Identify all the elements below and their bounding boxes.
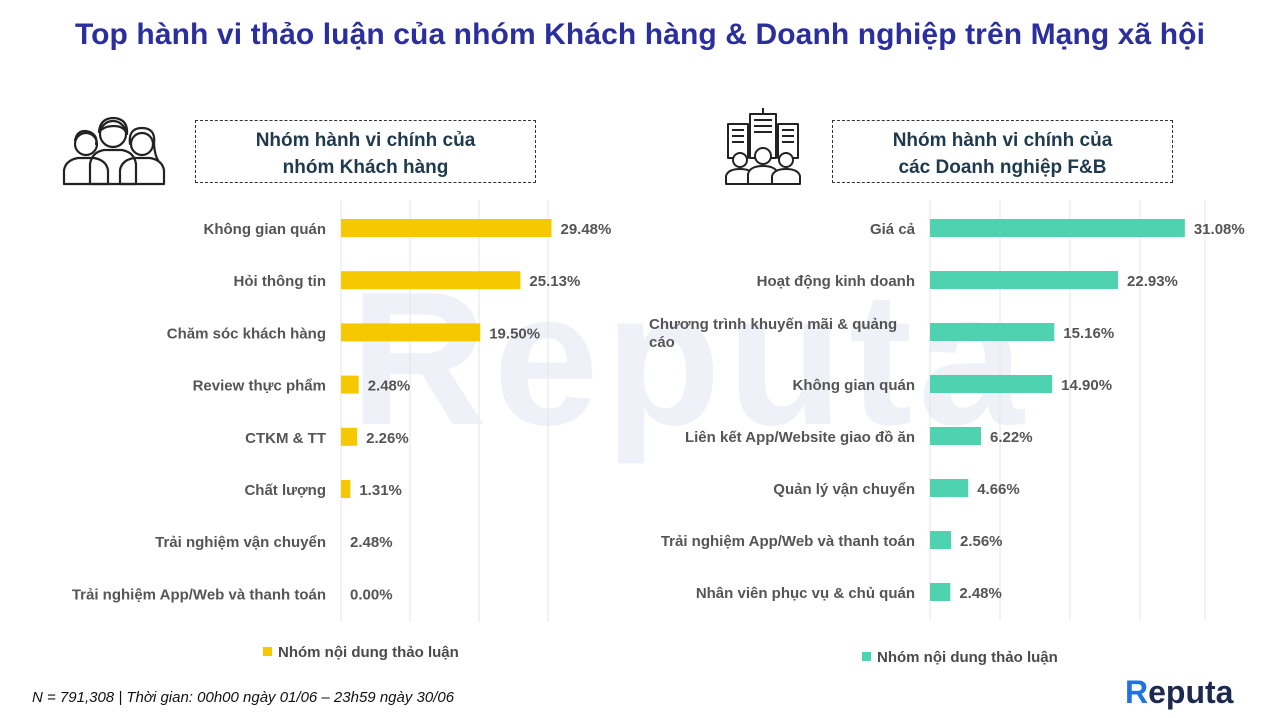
- customer-category-label: CTKM & TT: [245, 430, 326, 447]
- business-bar: [930, 479, 969, 497]
- business-data-label: 14.90%: [1061, 377, 1112, 394]
- business-bar: [930, 427, 982, 445]
- customer-category-label: Chăm sóc khách hàng: [167, 325, 326, 342]
- reputa-logo: Reputa: [1125, 674, 1233, 711]
- business-data-label: 4.66%: [977, 481, 1020, 498]
- business-category-label: Hoạt động kinh doanh: [757, 273, 915, 290]
- customer-legend-label: Nhóm nội dung thảo luận: [278, 644, 459, 661]
- business-bar: [930, 531, 951, 549]
- page-title: Top hành vi thảo luận của nhóm Khách hàn…: [74, 18, 1206, 51]
- customer-bar: [341, 480, 351, 498]
- customer-bar: [341, 323, 481, 342]
- business-data-label: 31.08%: [1194, 221, 1245, 238]
- business-heading-line1: Nhóm hành vi chính của: [892, 130, 1113, 151]
- customer-heading-line1: Nhóm hành vi chính của: [255, 130, 476, 151]
- customer-category-label: Trải nghiệm App/Web và thanh toán: [72, 586, 326, 603]
- business-legend-label: Nhóm nội dung thảo luận: [877, 649, 1058, 666]
- business-panel-heading: Nhóm hành vi chính của các Doanh nghiệp …: [832, 120, 1173, 183]
- business-bar: [930, 219, 1185, 237]
- business-category-label: Trải nghiệm App/Web và thanh toán: [661, 533, 915, 550]
- business-legend: Nhóm nội dung thảo luận: [862, 649, 1058, 666]
- business-category-label: Liên kết App/Website giao đồ ăn: [685, 429, 915, 446]
- customer-category-label: Trải nghiệm vận chuyển: [155, 534, 326, 551]
- business-legend-swatch: [862, 652, 871, 661]
- customer-data-label: 1.31%: [359, 482, 402, 499]
- customer-bar: [341, 427, 358, 446]
- customer-bar: [341, 219, 552, 237]
- customer-bar: [341, 271, 521, 290]
- business-category-label: Quản lý vận chuyển: [773, 481, 915, 498]
- business-data-label: 2.56%: [960, 533, 1003, 550]
- business-bar: [930, 323, 1055, 341]
- business-data-label: 6.22%: [990, 429, 1033, 446]
- business-building-icon: [725, 108, 801, 185]
- business-category-label: Chương trình khuyến mãi & quảng cáo: [649, 316, 897, 351]
- customer-panel-heading: Nhóm hành vi chính của nhóm Khách hàng: [195, 120, 536, 183]
- customer-bar: [341, 375, 359, 394]
- customer-category-label: Hỏi thông tin: [234, 273, 326, 290]
- business-data-label: 22.93%: [1127, 273, 1178, 290]
- business-category-label: Không gian quán: [793, 377, 915, 394]
- business-data-label: 15.16%: [1063, 325, 1114, 342]
- customer-category-label: Chất lượng: [244, 482, 326, 499]
- customer-data-label: 29.48%: [560, 221, 611, 238]
- footnote: N = 791,308 | Thời gian: 00h00 ngày 01/0…: [32, 689, 455, 706]
- business-category-label: Nhân viên phục vụ & chủ quán: [696, 585, 915, 602]
- customer-category-label: Không gian quán: [204, 221, 326, 238]
- business-data-label: 2.48%: [959, 585, 1002, 602]
- customer-data-label: 19.50%: [489, 325, 540, 342]
- business-bar: [930, 375, 1053, 393]
- logo-first-letter: R: [1125, 674, 1149, 710]
- customer-data-label: 2.48%: [350, 534, 393, 551]
- customer-data-label: 2.26%: [366, 430, 409, 447]
- customer-data-label: 2.48%: [368, 378, 411, 395]
- customer-category-label: Review thực phẩm: [193, 378, 326, 395]
- customer-legend-swatch: [263, 647, 272, 656]
- business-heading-line2: các Doanh nghiệp F&B: [898, 157, 1107, 178]
- customer-legend: Nhóm nội dung thảo luận: [263, 644, 459, 661]
- logo-rest: eputa: [1148, 674, 1234, 710]
- customers-group-icon: [62, 116, 166, 186]
- customer-heading-line2: nhóm Khách hàng: [282, 157, 449, 178]
- customer-data-label: 0.00%: [350, 586, 393, 603]
- business-bar: [930, 583, 951, 601]
- business-category-label: Giá cả: [870, 221, 916, 238]
- business-bar: [930, 271, 1119, 289]
- customer-data-label: 25.13%: [529, 273, 580, 290]
